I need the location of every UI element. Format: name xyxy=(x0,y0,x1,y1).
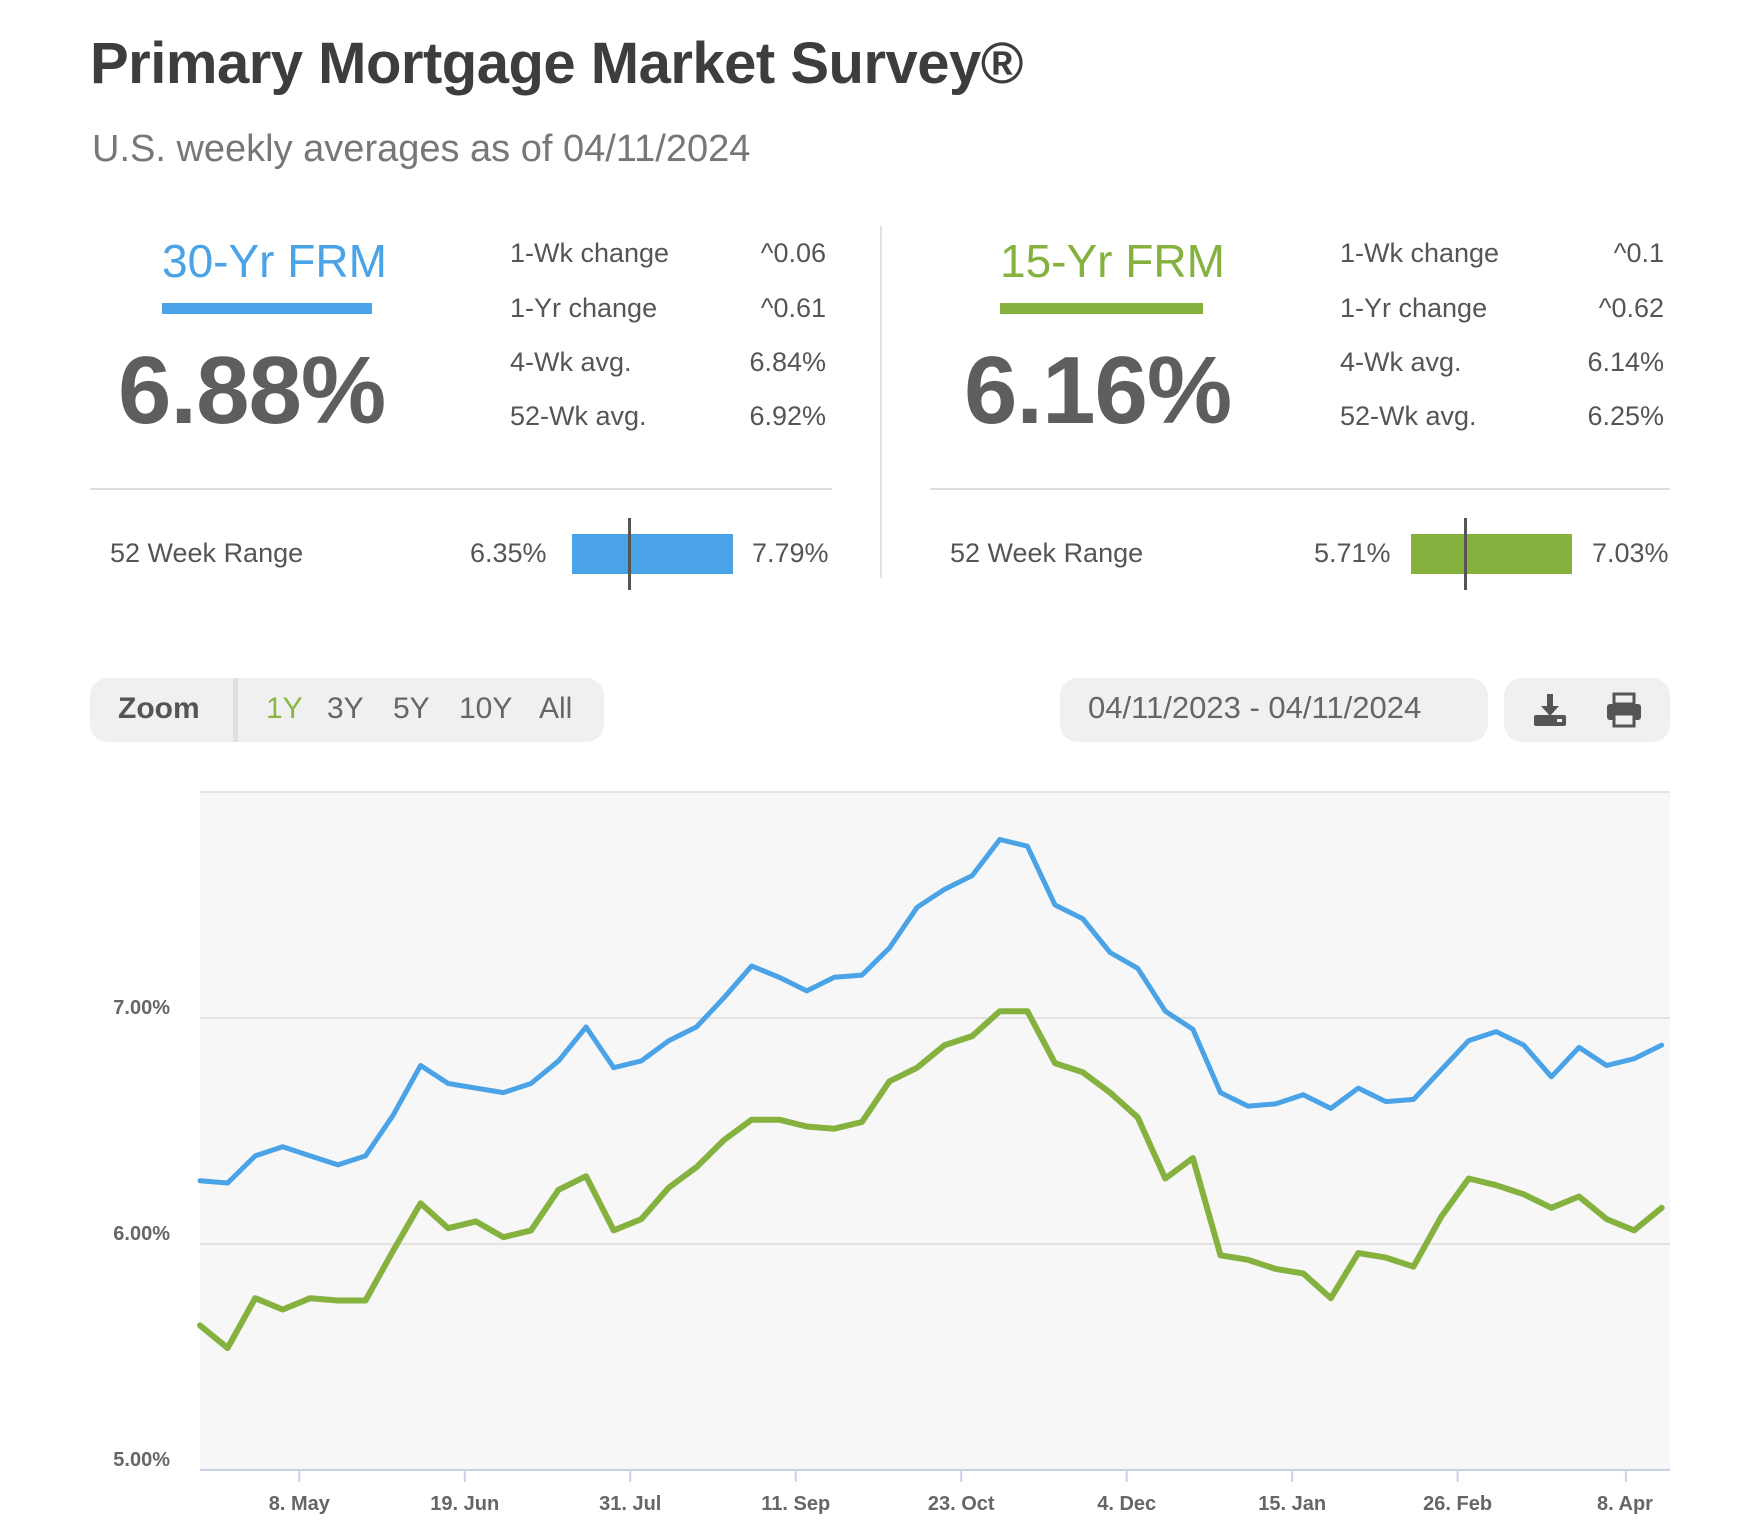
range-high-30yr: 7.79% xyxy=(752,538,829,568)
x-tick-label: 23. Oct xyxy=(928,1493,995,1515)
x-tick-label: 31. Jul xyxy=(599,1493,661,1515)
date-range-selector[interactable] xyxy=(1060,678,1488,742)
stat-label: 1-Wk change xyxy=(1340,238,1500,268)
range-label-15yr: 52 Week Range xyxy=(950,538,1144,568)
zoom-control xyxy=(90,678,604,742)
zoom-3y-button[interactable]: 3Y xyxy=(327,692,364,725)
rate-name-30yr: 30-Yr FRM xyxy=(162,235,387,287)
range-low-30yr: 6.35% xyxy=(470,538,547,568)
page-title: Primary Mortgage Market Survey® xyxy=(90,31,1024,96)
date-range-text[interactable]: 04/11/2023 - 04/11/2024 xyxy=(1088,690,1422,725)
rate-underline-30yr xyxy=(162,303,372,314)
stat-value: ^0.61 xyxy=(760,293,826,323)
range-high-15yr: 7.03% xyxy=(1592,538,1669,568)
range-marker-15yr xyxy=(1464,518,1468,590)
x-tick-label: 4. Dec xyxy=(1097,1493,1156,1515)
download-icon[interactable] xyxy=(1528,688,1572,732)
caret-up-icon: ^ xyxy=(760,238,774,268)
caret-up-icon: ^ xyxy=(760,293,774,323)
plot-background xyxy=(200,792,1670,1470)
zoom-5y-button[interactable]: 5Y xyxy=(393,692,430,725)
stat-label: 1-Yr change xyxy=(1340,293,1488,323)
y-tick-label: 5.00% xyxy=(113,1449,170,1471)
stat-value: 6.25% xyxy=(1587,401,1664,431)
rate-underline-15yr xyxy=(1000,303,1203,314)
stat-label: 4-Wk avg. xyxy=(510,347,632,377)
y-tick-label: 6.00% xyxy=(113,1223,170,1245)
stat-label: 52-Wk avg. xyxy=(510,401,647,431)
stat-value: ^0.1 xyxy=(1613,238,1664,268)
divider xyxy=(930,488,1670,490)
x-tick-label: 11. Sep xyxy=(761,1493,830,1515)
stat-value: ^0.06 xyxy=(760,238,826,268)
stat-label: 1-Yr change xyxy=(510,293,658,323)
stat-label: 52-Wk avg. xyxy=(1340,401,1477,431)
range-bar-30yr xyxy=(572,534,733,574)
stat-label: 4-Wk avg. xyxy=(1340,347,1462,377)
divider xyxy=(90,488,832,490)
page-subtitle: U.S. weekly averages as of 04/11/2024 xyxy=(92,128,751,170)
range-marker-30yr xyxy=(628,518,632,590)
stat-label: 1-Wk change xyxy=(510,238,670,268)
x-tick-label: 26. Feb xyxy=(1423,1493,1492,1515)
x-tick-label: 15. Jan xyxy=(1258,1493,1326,1515)
zoom-all-button[interactable]: All xyxy=(539,692,573,725)
zoom-separator xyxy=(233,678,238,742)
panel-divider xyxy=(880,226,882,578)
zoom-1y-button[interactable]: 1Y xyxy=(266,692,303,725)
rate-name-15yr: 15-Yr FRM xyxy=(1000,235,1225,287)
zoom-10y-button[interactable]: 10Y xyxy=(459,692,513,725)
stat-value: 6.14% xyxy=(1587,347,1664,377)
export-tools xyxy=(1504,678,1670,742)
range-label-30yr: 52 Week Range xyxy=(110,538,304,568)
series-line-30yr[interactable] xyxy=(197,837,1665,1186)
zoom-label: Zoom xyxy=(118,692,200,725)
rate-value-15yr: 6.16% xyxy=(964,337,1232,444)
caret-up-icon: ^ xyxy=(1598,293,1612,323)
rate-history-chart: 5.00% 6.00% 7.00% 8. May 19. Jun 31. Jul 11. … xyxy=(113,791,1670,1515)
rate-value-30yr: 6.88% xyxy=(118,337,386,444)
range-bar-15yr xyxy=(1411,534,1572,574)
x-tick-label: 8. Apr xyxy=(1597,1493,1653,1515)
y-tick-label: 7.00% xyxy=(113,997,170,1019)
caret-up-icon: ^ xyxy=(1613,238,1627,268)
print-icon[interactable] xyxy=(1602,688,1646,732)
stat-value: 6.84% xyxy=(749,347,826,377)
range-low-15yr: 5.71% xyxy=(1314,538,1391,568)
x-tick-label: 19. Jun xyxy=(430,1493,499,1515)
series-line-15yr[interactable] xyxy=(197,1008,1665,1351)
x-tick-label: 8. May xyxy=(269,1493,331,1515)
stat-value: 6.92% xyxy=(749,401,826,431)
stat-value: ^0.62 xyxy=(1598,293,1664,323)
